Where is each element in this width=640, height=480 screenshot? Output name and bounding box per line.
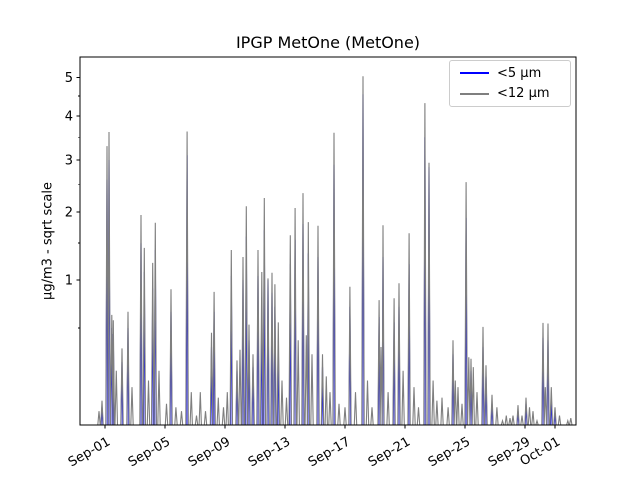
y-tick-label: 2 bbox=[65, 206, 73, 221]
legend-label-pm5: <5 µm bbox=[497, 65, 542, 81]
x-tick-label: Sep-13 bbox=[246, 434, 293, 470]
legend-line-sample-pm12 bbox=[460, 92, 489, 95]
x-tick-label: Sep-21 bbox=[366, 434, 413, 470]
x-tick-label: Sep-05 bbox=[126, 434, 173, 470]
x-tick-label: Sep-09 bbox=[186, 434, 233, 470]
legend-label-pm12: <12 µm bbox=[497, 86, 550, 102]
x-tick-label: Sep-01 bbox=[66, 434, 113, 470]
legend: <5 µm <12 µm bbox=[449, 60, 571, 107]
y-tick-label: 1 bbox=[65, 274, 73, 289]
legend-entry-pm5: <5 µm bbox=[450, 67, 570, 80]
chart-title: IPGP MetOne (MetOne) bbox=[235, 33, 421, 52]
legend-line-sample-pm5 bbox=[460, 72, 489, 75]
legend-entry-pm12: <12 µm bbox=[450, 87, 570, 100]
y-tick-label: 5 bbox=[65, 71, 73, 86]
axes-frame bbox=[79, 56, 577, 426]
x-tick-label: Sep-17 bbox=[306, 434, 353, 470]
x-tick-label: Sep-25 bbox=[426, 434, 473, 470]
series-line-pm12 bbox=[80, 76, 576, 426]
y-tick-label: 4 bbox=[65, 110, 73, 125]
y-tick-label: 3 bbox=[65, 153, 73, 168]
